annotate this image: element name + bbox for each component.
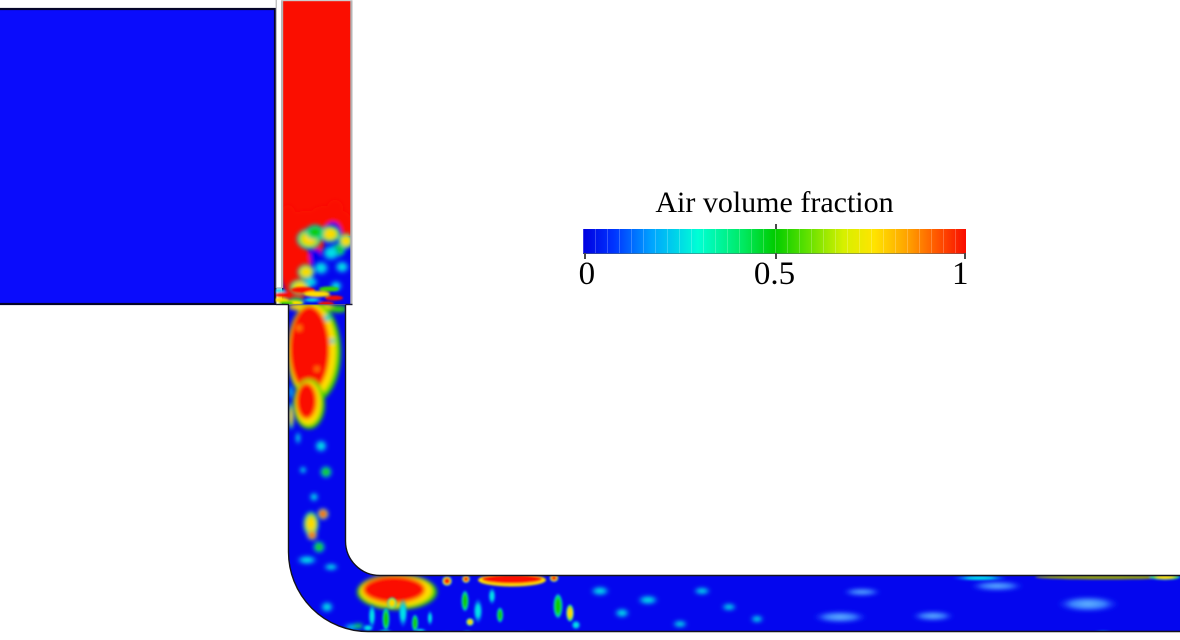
channel-top-border bbox=[281, 0, 353, 2]
colorbar-label-mid: 0.5 bbox=[753, 256, 796, 292]
colorbar-label-max: 1 bbox=[952, 256, 969, 292]
channel-left-border bbox=[281, 0, 284, 288]
elbow-bubbles bbox=[296, 511, 364, 631]
standpipe-bubbles bbox=[288, 383, 332, 520]
channel-right-border bbox=[350, 0, 353, 305]
colorbar-title: Air volume fraction bbox=[655, 186, 894, 219]
bubble-streaks bbox=[368, 587, 581, 632]
colorbar-tick-max bbox=[964, 253, 967, 259]
pipe-outline bbox=[287, 305, 1180, 633]
air-pocket bbox=[288, 305, 347, 429]
colorbar-label-min: 0 bbox=[578, 256, 596, 292]
post-elbow-air-pocket bbox=[357, 574, 437, 610]
colorbar-tick-min bbox=[583, 253, 586, 259]
dispersed-bubbles bbox=[590, 581, 1120, 628]
standpipe-upper bbox=[275, 0, 353, 305]
colorbar-tick-mid-top bbox=[774, 224, 777, 229]
colorbar-tick-mid bbox=[774, 253, 777, 259]
slot-jet bbox=[275, 288, 293, 305]
colorbar-gradient bbox=[583, 224, 967, 259]
colorbar-tick-labels: 0 0.5 1 bbox=[579, 254, 969, 298]
colorbar-legend: Air volume fraction 0 0.5 1 bbox=[579, 186, 969, 298]
jet-streak-band bbox=[285, 286, 343, 305]
water-tank bbox=[0, 7, 277, 306]
standpipe-contents bbox=[283, 0, 351, 305]
drain-pipe bbox=[287, 305, 1180, 633]
pipe-flow-features bbox=[288, 305, 1180, 632]
